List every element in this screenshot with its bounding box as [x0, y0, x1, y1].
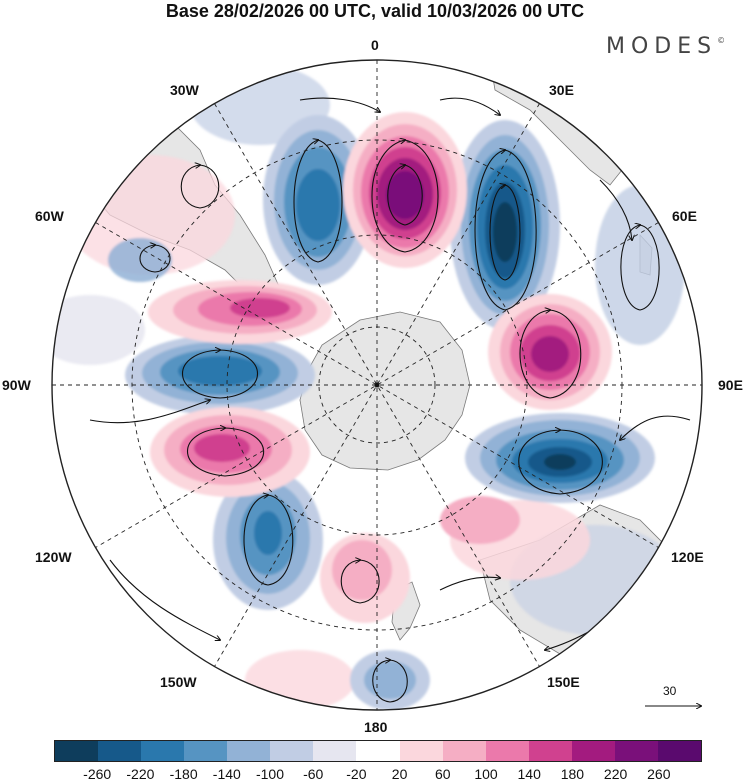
graticule	[52, 60, 702, 710]
label-lon-30e: 30E	[549, 82, 574, 98]
streamline-loop	[519, 310, 582, 399]
high-anomaly-60w	[148, 280, 332, 344]
low-anomaly-170w	[350, 650, 430, 710]
colorbar-tick-label: 140	[517, 766, 541, 782]
streamline-flow	[620, 415, 691, 440]
label-lon-60e: 60E	[672, 208, 697, 224]
colorbar-swatch	[184, 741, 228, 761]
colorbar-swatch	[485, 741, 529, 761]
low-anomaly-100e	[465, 413, 655, 503]
colorbar-swatch	[313, 741, 357, 761]
low-anomaly-90w	[125, 335, 315, 415]
label-lon-0: 0	[371, 37, 379, 53]
colorbar	[54, 740, 702, 762]
colorbar-swatch	[614, 741, 658, 761]
colorbar-swatch	[528, 741, 572, 761]
streamline-loop	[371, 140, 439, 253]
low-anomaly-30e	[450, 120, 560, 330]
streamline-flow	[89, 400, 210, 424]
label-lon-120e: 120E	[671, 549, 704, 565]
label-lon-30w: 30W	[170, 82, 199, 98]
streamline-loop	[243, 495, 294, 586]
streamline-loop	[139, 245, 171, 273]
map-title: Base 28/02/2026 00 UTC, valid 10/03/2026…	[165, 1, 585, 21]
streamline-loop	[293, 140, 343, 263]
colorbar-tick-label: 60	[435, 766, 451, 782]
reference-vector-label: 30	[663, 684, 677, 698]
colorbar-swatch	[399, 741, 443, 761]
streamline-loop	[340, 560, 380, 604]
colorbar-tick-label: -260	[83, 766, 112, 782]
label-lon-120w: 120W	[35, 549, 72, 565]
brand-name: MODES	[606, 34, 718, 59]
anomaly-negative-weak	[52, 295, 145, 365]
colorbar-tick-label: 260	[647, 766, 671, 782]
streamline-loop	[372, 660, 408, 703]
colorbar-tick-label: 100	[474, 766, 498, 782]
streamline-loop	[489, 185, 521, 281]
brand-logo: MODES©	[606, 34, 725, 59]
south-pole-marker	[374, 382, 380, 388]
colorbar-swatch	[356, 741, 400, 761]
streamline-flow	[109, 559, 220, 640]
map-border	[51, 59, 703, 711]
colorbar-swatch	[571, 741, 615, 761]
colorbar-tick-label: -20	[346, 766, 367, 782]
colorbar-swatch	[98, 741, 142, 761]
label-lon-150e: 150E	[547, 674, 580, 690]
streamline-flow	[439, 97, 500, 115]
streamline-loop	[474, 150, 537, 311]
streamline-flow	[599, 179, 632, 240]
label-lon-180: 180	[364, 719, 388, 735]
colorbar-swatch	[657, 741, 701, 761]
colorbar-tick-label: -100	[255, 766, 285, 782]
colorbar-tick-label: -220	[126, 766, 155, 782]
label-lon-90w: 90W	[2, 377, 31, 393]
high-anomaly-0e	[343, 112, 467, 268]
low-anomaly-0e-30w	[263, 115, 373, 285]
streamline-flow	[299, 97, 380, 112]
colorbar-swatch	[270, 741, 314, 761]
copyright-mark: ©	[717, 36, 726, 45]
streamline-flow	[439, 577, 500, 591]
label-lon-60w: 60W	[35, 208, 64, 224]
colorbar-tick-label: 220	[603, 766, 628, 782]
high-anomaly-160w	[320, 533, 410, 623]
colorbar-swatch	[141, 741, 185, 761]
streamline-loop	[620, 225, 660, 311]
streamline-loop	[518, 430, 603, 495]
colorbar-tick-label: -60	[303, 766, 324, 782]
streamline-loop	[186, 428, 265, 477]
streamline-loop	[181, 350, 259, 399]
high-anomaly-130e	[440, 496, 520, 544]
colorbar-tick-label: 180	[560, 766, 585, 782]
high-anomaly-100w	[150, 407, 310, 497]
high-anomaly-80e	[488, 294, 612, 410]
colorbar-tick-label: 20	[391, 766, 408, 782]
colorbar-swatch	[442, 741, 486, 761]
colorbar-swatch	[55, 741, 99, 761]
label-lon-150w: 150W	[160, 674, 197, 690]
label-lon-90e: 90E	[718, 377, 743, 393]
streamline-loop	[387, 165, 423, 226]
colorbar-swatch	[227, 741, 271, 761]
colorbar-tick-label: -180	[169, 766, 198, 782]
colorbar-tick-label: -140	[212, 766, 241, 782]
streamline-loop	[180, 165, 220, 209]
